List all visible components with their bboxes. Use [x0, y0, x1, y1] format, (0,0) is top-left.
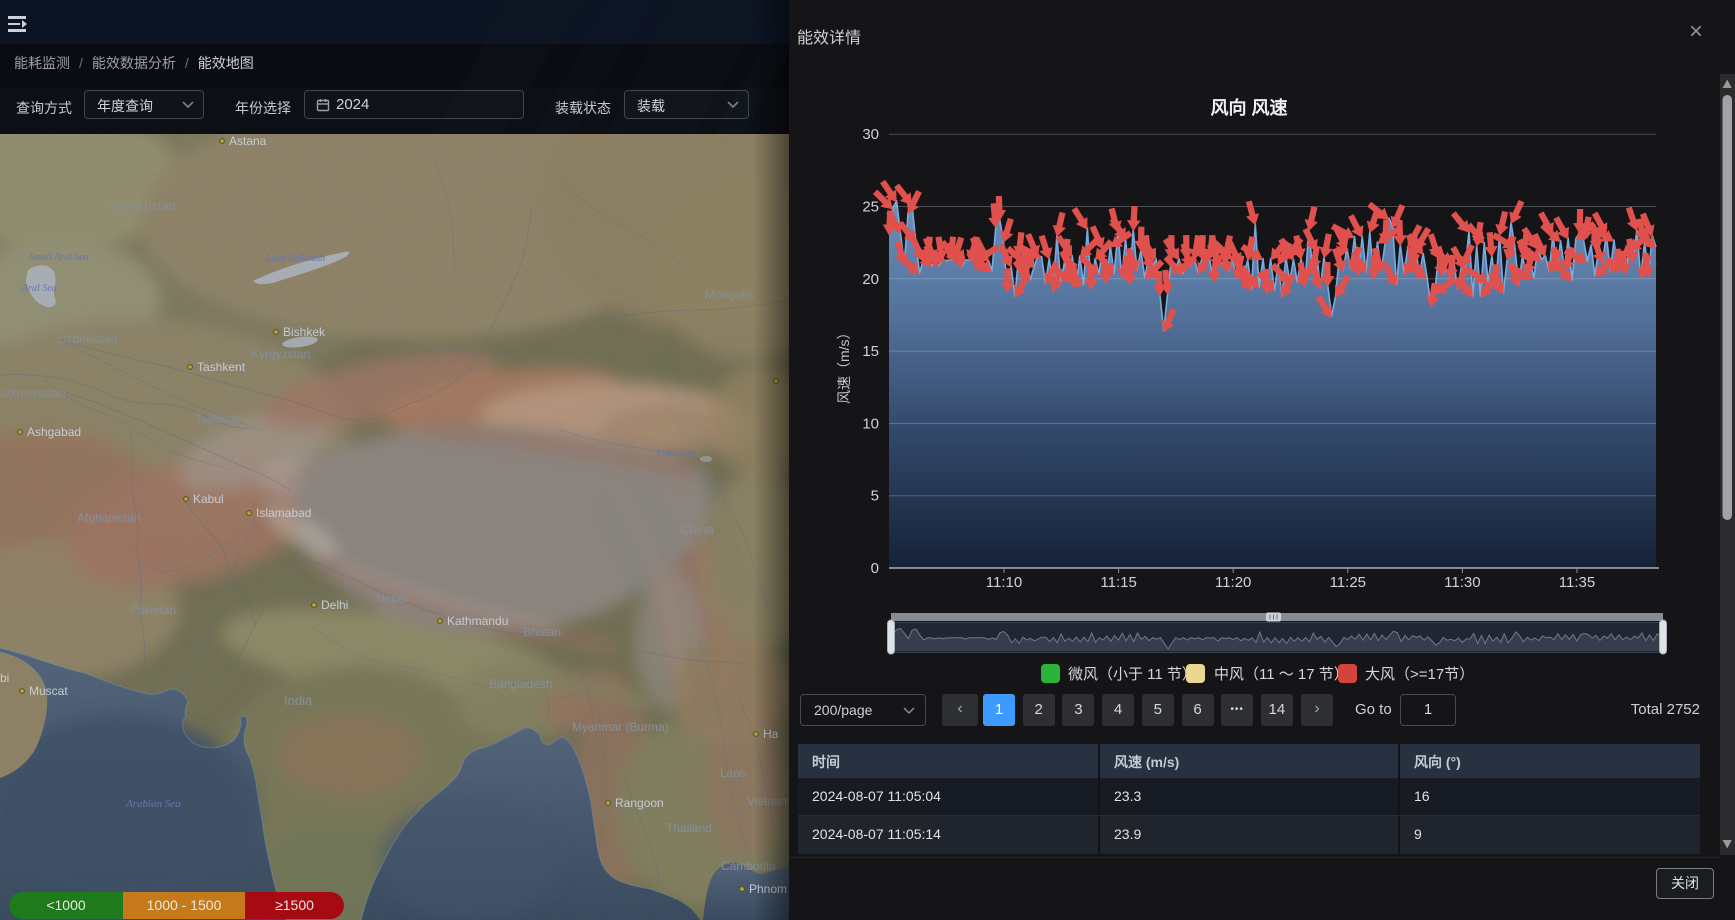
svg-text:Laos: Laos — [720, 766, 746, 780]
svg-text:Tashkent: Tashkent — [197, 360, 246, 374]
svg-text:11:25: 11:25 — [1330, 574, 1366, 591]
svg-text:Astana: Astana — [229, 134, 267, 148]
svg-text:中风（11 ～ 17 节）: 中风（11 ～ 17 节） — [1214, 666, 1349, 683]
svg-text:Ha: Ha — [763, 727, 779, 741]
svg-text:5: 5 — [871, 488, 879, 505]
svg-text:Phnom: Phnom — [749, 882, 787, 896]
svg-text:Lake Balkhash: Lake Balkhash — [265, 253, 325, 264]
svg-text:India: India — [284, 693, 313, 708]
svg-text:Kazakhstan: Kazakhstan — [108, 198, 176, 213]
svg-text:Arabian Sea: Arabian Sea — [125, 798, 181, 810]
svg-text:Cambodia: Cambodia — [721, 859, 776, 873]
svg-text:China: China — [680, 522, 715, 537]
svg-text:Uzbekistan: Uzbekistan — [58, 332, 117, 346]
svg-text:风速（m/s）: 风速（m/s） — [836, 325, 852, 404]
svg-text:Bangladesh: Bangladesh — [489, 677, 552, 691]
svg-text:20: 20 — [862, 271, 879, 288]
svg-text:大风（>=17节）: 大风（>=17节） — [1365, 666, 1474, 683]
svg-text:Kyrgyzstan: Kyrgyzstan — [251, 347, 310, 361]
svg-text:风向 风速: 风向 风速 — [1210, 97, 1287, 118]
svg-text:11:20: 11:20 — [1215, 574, 1251, 591]
svg-text:25: 25 — [862, 199, 879, 216]
svg-text:10: 10 — [862, 415, 879, 432]
svg-text:11:15: 11:15 — [1100, 574, 1136, 591]
svg-text:Muscat: Muscat — [29, 684, 68, 698]
svg-text:Myanmar (Burma): Myanmar (Burma) — [572, 720, 669, 734]
svg-text:Tajikistan: Tajikistan — [195, 412, 244, 426]
svg-text:Ashgabad: Ashgabad — [27, 425, 81, 439]
svg-text:Bhutan: Bhutan — [523, 625, 561, 639]
svg-text:11:10: 11:10 — [986, 574, 1022, 591]
svg-text:Mongolia: Mongolia — [705, 288, 754, 302]
svg-text:Rangoon: Rangoon — [615, 796, 664, 810]
svg-text:Islamabad: Islamabad — [256, 506, 311, 520]
svg-text:Bishkek: Bishkek — [283, 325, 326, 339]
svg-text:Koko Nor: Koko Nor — [655, 448, 695, 459]
svg-text:Delhi: Delhi — [321, 598, 348, 612]
svg-text:Pakistan: Pakistan — [130, 603, 176, 617]
svg-text:15: 15 — [862, 343, 879, 360]
svg-text:Vietnam: Vietnam — [747, 794, 789, 808]
svg-text:Aral Sea: Aral Sea — [21, 283, 57, 294]
svg-text:Afghanistan: Afghanistan — [77, 511, 140, 525]
svg-text:urkmenistan: urkmenistan — [0, 386, 65, 400]
svg-text:11:35: 11:35 — [1559, 574, 1595, 591]
svg-text:0: 0 — [871, 560, 879, 577]
svg-text:Kabul: Kabul — [193, 492, 224, 506]
svg-text:bi: bi — [0, 671, 9, 685]
svg-text:Kathmandu: Kathmandu — [447, 614, 508, 628]
svg-text:11:30: 11:30 — [1444, 574, 1480, 591]
svg-text:微风（小于 11 节）: 微风（小于 11 节） — [1068, 666, 1197, 683]
svg-text:Small Aral Sea: Small Aral Sea — [29, 252, 89, 263]
svg-text:30: 30 — [862, 126, 879, 143]
svg-text:Nepal: Nepal — [376, 591, 407, 605]
svg-text:Thailand: Thailand — [666, 821, 712, 835]
